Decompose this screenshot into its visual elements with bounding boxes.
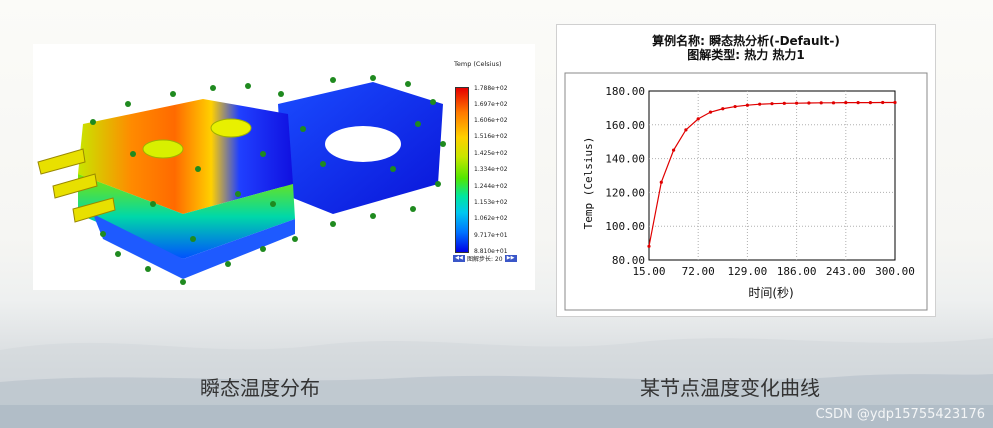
data-point [868,101,872,105]
legend-tick: 1.062e+02 [474,215,508,222]
legend-title: Temp (Celsius) [454,60,502,68]
front-face [78,174,295,259]
y-tick-label: 80.00 [612,254,645,267]
y-tick-label: 160.00 [605,119,645,132]
legend-tick: 1.606e+02 [474,117,508,124]
data-point [831,101,836,105]
data-point [807,101,811,105]
legend-tick: 1.153e+02 [474,199,508,206]
chart-frame [564,72,928,311]
legend-tick: 1.334e+02 [474,166,508,173]
next-step-button[interactable]: ▶▶ [504,255,517,262]
legend-tick: 9.717e+01 [474,232,508,239]
plot-step-control: ◀◀ 图解步长: 20 ▶▶ [453,254,517,263]
chart-subtitle: 图解类型: 热力 热力1 [687,48,805,62]
y-tick-label: 120.00 [605,186,645,199]
previous-step-button[interactable]: ◀◀ [453,255,465,262]
plate-hole [325,126,401,162]
y-tick-label: 180.00 [605,85,645,98]
legend-tick: 1.516e+02 [474,133,508,140]
legend-tick: 1.697e+02 [474,101,508,108]
x-tick-label: 15.00 [632,265,665,278]
right-caption: 某节点温度变化曲线 [640,376,820,400]
fin-3 [72,197,116,223]
temperature-colorbar [455,87,469,253]
temperature-curve-panel: 算例名称: 瞬态热分析(-Default-) 图解类型: 热力 热力1 15.0… [556,24,936,317]
chart-title: 算例名称: 瞬态热分析(-Default-) [652,34,840,48]
data-point [782,101,786,105]
convection-arrows [90,75,446,285]
fin-1 [37,148,86,175]
bore-right [210,118,252,138]
legend-tick: 1.425e+02 [474,150,508,157]
data-point [819,101,823,105]
y-axis-label: Temp (Celsius) [582,137,595,230]
legend-tick: 8.810e+01 [474,248,508,255]
data-point [733,104,737,109]
x-tick-label: 243.00 [826,265,866,278]
plot-area [648,90,896,261]
data-point [696,117,700,121]
left-caption: 瞬态温度分布 [200,376,320,400]
data-point [844,101,848,105]
data-point [795,101,799,105]
data-point [856,101,860,105]
data-point [672,148,676,152]
x-tick-label: 300.00 [875,265,915,278]
data-point [758,102,762,106]
step-label: 图解步长: 20 [467,256,503,263]
data-point [881,100,885,105]
data-point [684,128,688,132]
data-point [659,180,663,184]
fea-model-render [37,75,446,285]
watermark: CSDN @ydp15755423176 [815,407,985,422]
base-block [93,214,295,279]
legend-tick: 1.244e+02 [474,183,508,190]
y-tick-label: 140.00 [605,153,645,166]
data-point [893,100,897,105]
x-tick-label: 186.00 [777,265,817,278]
x-tick-label: 72.00 [682,265,715,278]
temperature-distribution-panel: Temp (Celsius) 1.788e+02 1.697e+02 1.606… [33,44,535,290]
temperature-line-chart: 15.00 72.00 129.00 186.00 243.00 300.00 80.00 1… [564,72,928,311]
bore-left [142,139,184,159]
fin-2 [52,173,98,199]
legend-tick: 1.788e+02 [474,85,508,92]
data-point [721,107,725,111]
y-tick-label: 100.00 [605,220,645,233]
x-tick-label: 129.00 [728,265,768,278]
data-point [647,244,651,248]
x-axis-label: 时间(秒) [748,286,793,300]
data-point [770,102,774,106]
data-point [745,103,749,107]
data-point [708,110,713,114]
